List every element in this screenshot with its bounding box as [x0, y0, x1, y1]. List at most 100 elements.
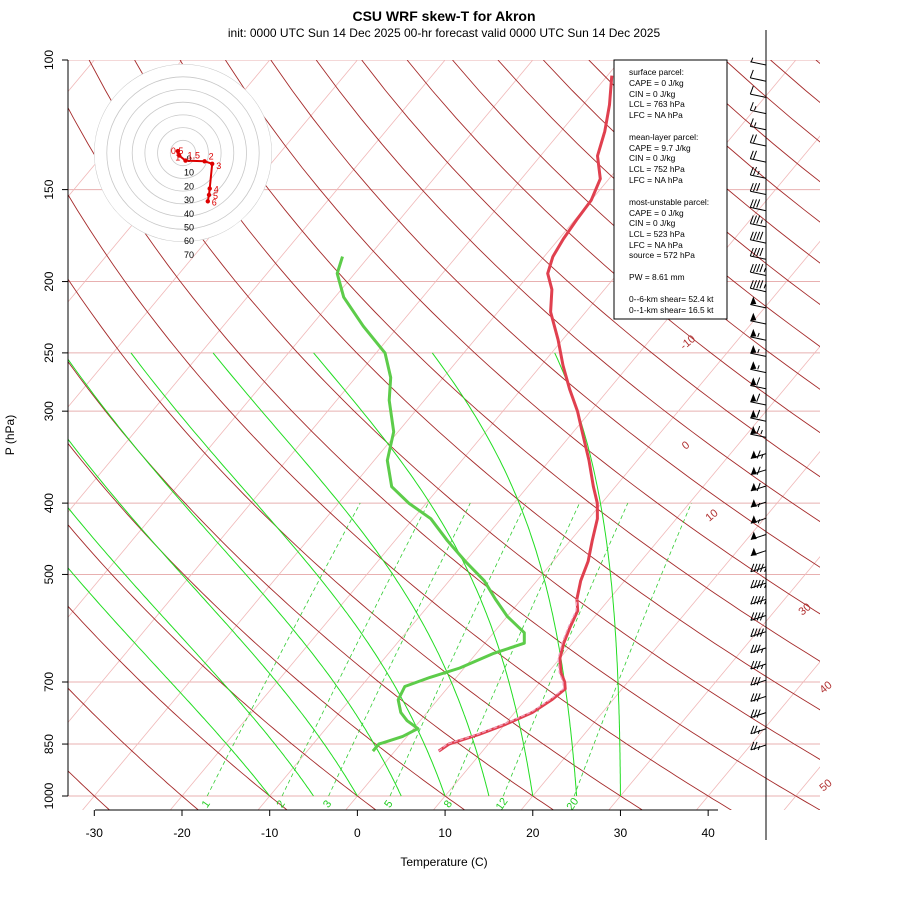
wind-barb — [749, 150, 767, 163]
isotherm-lines — [68, 60, 820, 810]
hodograph-height-label: 3 — [216, 161, 221, 171]
dry-adiabat-line — [68, 442, 466, 810]
mixing-ratio-label: 12 — [494, 796, 511, 813]
shear-0-1km: 0--1-km shear= 16.5 kt — [629, 305, 714, 315]
hodograph-ring-label: 20 — [184, 181, 194, 191]
x-tick-labels: -30 -20 -10 0 10 20 30 40 — [86, 810, 715, 840]
dry-adiabat-line — [68, 687, 200, 810]
moist-adiabat-line — [68, 438, 358, 797]
wind-barb — [749, 183, 767, 195]
dewpoint-profile-line — [335, 256, 526, 753]
y-tick-label: 700 — [42, 672, 56, 692]
sounding-profiles — [335, 75, 614, 753]
mean-layer-lfc: LFC = NA hPa — [629, 175, 683, 185]
hodograph-point — [206, 192, 212, 198]
isotherm-line — [68, 60, 446, 513]
mixing-ratio-label: 20 — [565, 796, 582, 813]
surface-parcel-heading: surface parcel: — [629, 67, 684, 77]
hodograph-ring-label: 50 — [184, 223, 194, 233]
wind-barb — [750, 741, 767, 751]
wind-barb — [750, 693, 767, 702]
hodograph-ring-label: 30 — [184, 195, 194, 205]
temperature-profile-line — [437, 75, 614, 753]
wind-barb — [750, 531, 767, 540]
dry-adiabat-line — [225, 60, 820, 615]
wind-barb — [749, 118, 767, 131]
y-tick-labels: 100 150 200 250 300 400 500 700 850 1000 — [42, 50, 68, 809]
x-tick-label: 20 — [526, 826, 540, 840]
x-tick-label: 40 — [701, 826, 715, 840]
mixing-ratio-label: 1 — [200, 798, 213, 810]
hodograph-ring-label: 60 — [184, 236, 194, 246]
mixing-ratio-line — [502, 502, 629, 797]
wind-barb — [750, 499, 767, 508]
isotherm-line — [520, 450, 820, 810]
hodograph-ring — [94, 64, 272, 242]
wind-barb — [750, 361, 767, 374]
wind-barb — [749, 215, 767, 228]
isobar-lines — [68, 60, 820, 797]
moist-adiabat-line — [68, 567, 271, 797]
hodograph-height-label: 6 — [212, 197, 217, 207]
wind-barb — [750, 425, 767, 438]
wind-barb — [749, 134, 767, 147]
moist-adiabat-line — [68, 506, 314, 797]
shear-0-6km: 0--6-km shear= 52.4 kt — [629, 294, 714, 304]
wind-barb — [750, 677, 767, 686]
isotherm-label: 30 — [797, 601, 814, 618]
wind-barb — [750, 466, 767, 476]
wind-barb — [749, 231, 767, 244]
most-unstable-cin: CIN = 0 J/kg — [629, 218, 676, 228]
hodograph-ring — [157, 127, 209, 179]
hodograph-point — [210, 161, 215, 166]
mixing-ratio-line — [449, 502, 580, 797]
y-tick-label: 500 — [42, 564, 56, 584]
mean-layer-cape: CAPE = 9.7 J/kg — [629, 143, 691, 153]
wind-barb — [749, 166, 767, 179]
moist-adiabat-line — [554, 352, 621, 797]
wind-barb — [750, 563, 767, 573]
hodograph-height-label: 1.5 — [188, 151, 201, 161]
y-tick-label: 300 — [42, 401, 56, 421]
wind-barb — [750, 579, 767, 589]
moist-adiabat-line — [431, 352, 578, 797]
dry-adiabat-line — [68, 605, 288, 810]
wind-barb — [749, 199, 767, 212]
wind-barb — [750, 377, 767, 390]
x-tick-label: 10 — [438, 826, 452, 840]
hodograph-height-label: 2 — [209, 151, 214, 161]
dry-adiabat-line — [88, 60, 820, 760]
surface-cin: CIN = 0 J/kg — [629, 89, 676, 99]
wind-barb — [750, 345, 767, 357]
mixing-ratio-line — [389, 502, 527, 797]
isotherm-line — [695, 661, 820, 810]
hodograph-point — [202, 159, 207, 164]
hodograph-background — [94, 64, 272, 242]
isotherm-label: 0 — [680, 439, 692, 452]
mixing-ratio-labels: 1 2 3 5 8 12 20 — [200, 796, 582, 813]
surface-lcl: LCL = 763 hPa — [629, 99, 685, 109]
x-tick-label: -30 — [86, 826, 104, 840]
hodograph-point — [175, 148, 181, 154]
wind-barb — [750, 57, 767, 66]
dry-adiabat-line — [861, 60, 900, 812]
mixing-ratio-label: 3 — [321, 798, 334, 810]
dry-adiabat-line — [134, 60, 820, 711]
dry-adiabat-line — [68, 278, 644, 810]
wind-barb — [750, 393, 767, 406]
isotherm-label: -10 — [678, 333, 698, 352]
mixing-ratio-label: 2 — [275, 798, 288, 810]
wind-barb — [749, 280, 767, 293]
hodograph-point — [205, 199, 210, 204]
wind-barb — [750, 612, 767, 621]
y-tick-label: 850 — [42, 734, 56, 754]
dry-adiabat-line — [315, 60, 820, 523]
hodograph-height-label: 4 — [214, 185, 219, 195]
surface-lfc: LFC = NA hPa — [629, 110, 683, 120]
dry-adiabat-line — [406, 60, 820, 434]
mean-layer-cin: CIN = 0 J/kg — [629, 153, 676, 163]
most-unstable-cape: CAPE = 0 J/kg — [629, 208, 684, 218]
y-tick-label: 250 — [42, 343, 56, 363]
mixing-ratio-line — [206, 502, 361, 797]
